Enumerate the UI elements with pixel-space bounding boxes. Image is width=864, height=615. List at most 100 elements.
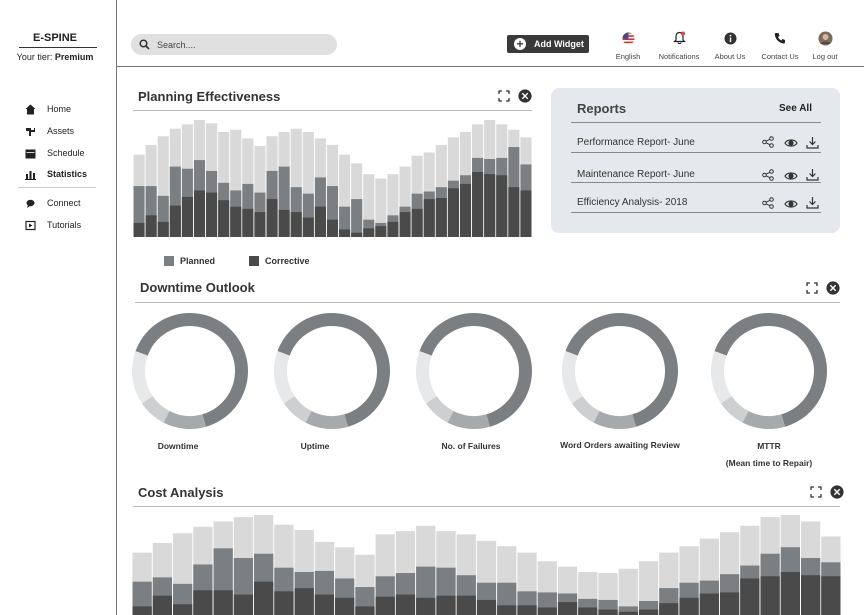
bar-corrective <box>411 208 423 237</box>
bar-corrective <box>699 593 719 615</box>
sidebar-item-label: Statistics <box>47 169 88 179</box>
search-input[interactable]: Search.... <box>131 34 337 55</box>
bar-corrective <box>800 575 821 615</box>
bar-corrective <box>274 591 294 615</box>
tier-value: Premium <box>54 52 94 62</box>
bar-total <box>302 131 314 237</box>
bar-corrective <box>395 594 416 615</box>
bar-corrective <box>557 602 578 615</box>
tier-label: Your tier: Premium <box>0 52 110 62</box>
sidebar-item-connect[interactable]: Connect <box>0 193 116 213</box>
bar-corrective <box>242 208 254 237</box>
donut-segment-tertiary <box>425 396 454 423</box>
avatar <box>808 30 842 46</box>
bar-corrective <box>278 209 290 237</box>
bar-corrective <box>294 588 314 615</box>
bar-total <box>618 568 638 615</box>
bar-total <box>230 129 242 237</box>
bar-planned <box>339 206 351 237</box>
logout-button[interactable]: Log out <box>808 30 842 61</box>
bar-corrective <box>363 228 375 237</box>
bar-corrective <box>618 611 638 615</box>
sidebar-item-tutorials[interactable]: Tutorials <box>0 215 116 235</box>
bar-total <box>157 136 169 237</box>
bar-corrective <box>181 196 193 237</box>
share-icon[interactable] <box>762 169 774 181</box>
notifications-button[interactable]: Notifications <box>654 30 704 61</box>
report-row-title[interactable]: Maintenance Report- June <box>577 169 695 180</box>
about-us-link[interactable]: About Us <box>710 30 750 61</box>
bar-corrective <box>520 190 532 237</box>
download-icon[interactable] <box>806 136 819 149</box>
sidebar-item-label: Connect <box>47 198 81 208</box>
donut-segment-secondary <box>305 411 348 429</box>
eye-icon[interactable] <box>784 199 798 209</box>
expand-icon[interactable] <box>806 282 818 294</box>
close-icon[interactable] <box>826 281 840 295</box>
phone-icon <box>758 30 802 46</box>
bar-corrective <box>416 597 436 615</box>
bar-corrective <box>447 188 459 237</box>
bar-corrective <box>387 221 399 237</box>
bar-corrective <box>760 576 780 615</box>
expand-icon[interactable] <box>810 486 822 498</box>
sidebar-item-assets[interactable]: Assets <box>0 121 116 141</box>
sidebar-item-schedule[interactable]: Schedule <box>0 143 116 163</box>
bar-corrective <box>459 183 472 237</box>
legend-corrective: Corrective <box>249 256 310 266</box>
bell-icon <box>654 30 704 46</box>
tier-prefix: Your tier: <box>16 52 55 62</box>
about-us-label: About Us <box>714 52 746 61</box>
bar-corrective <box>780 571 800 615</box>
cost-divider <box>133 506 840 507</box>
legend-label: Planned <box>180 256 216 266</box>
bar-corrective <box>659 603 679 615</box>
search-placeholder: Search.... <box>157 39 196 50</box>
brand-logo: E-SPINE <box>32 32 77 44</box>
close-icon[interactable] <box>518 89 532 103</box>
see-all-link[interactable]: See All <box>779 103 812 114</box>
planning-divider <box>133 110 532 111</box>
bar-planned <box>133 186 145 237</box>
add-widget-button[interactable]: + Add Widget <box>507 35 589 53</box>
bar-corrective <box>193 590 213 615</box>
bar-corrective <box>335 597 355 615</box>
donut-segment-tertiary <box>141 396 170 423</box>
bar-corrective <box>132 606 152 615</box>
bar-corrective <box>375 226 387 237</box>
bar-planned <box>618 606 638 615</box>
expand-icon[interactable] <box>498 90 510 102</box>
bar-corrective <box>254 581 274 615</box>
report-row-title[interactable]: Performance Report- June <box>577 137 695 148</box>
report-row-title[interactable]: Efficiency Analysis- 2018 <box>577 197 688 208</box>
eye-icon[interactable] <box>784 171 798 181</box>
plus-icon: + <box>514 38 526 50</box>
donut-label: Downtime <box>157 441 199 451</box>
donut-downtime <box>132 313 248 429</box>
bar-corrective <box>145 215 157 237</box>
bar-total <box>375 178 387 237</box>
bar-corrective <box>152 595 173 615</box>
sidebar-item-statistics[interactable]: Statistics <box>0 164 116 184</box>
add-widget-label: Add Widget <box>534 39 584 49</box>
donut-label: MTTR <box>757 441 781 451</box>
contact-us-link[interactable]: Contact Us <box>758 30 802 61</box>
sidebar-item-label: Schedule <box>47 148 85 158</box>
schedule-icon <box>20 148 40 159</box>
language-selector[interactable]: English <box>608 30 648 61</box>
sidebar-item-home[interactable]: Home <box>0 99 116 119</box>
donut-segment-secondary <box>593 411 636 429</box>
donut-work-orders <box>562 313 678 429</box>
brand-divider <box>19 47 97 48</box>
donut-segment-remaining <box>132 351 153 404</box>
download-icon[interactable] <box>806 196 819 209</box>
statistics-icon <box>20 169 40 180</box>
share-icon[interactable] <box>762 197 774 209</box>
bar-corrective <box>598 609 618 615</box>
donut-segment-remaining <box>274 351 295 404</box>
info-icon <box>710 30 750 46</box>
download-icon[interactable] <box>806 168 819 181</box>
eye-icon[interactable] <box>784 138 798 148</box>
share-icon[interactable] <box>762 136 774 148</box>
close-icon[interactable] <box>830 485 844 499</box>
